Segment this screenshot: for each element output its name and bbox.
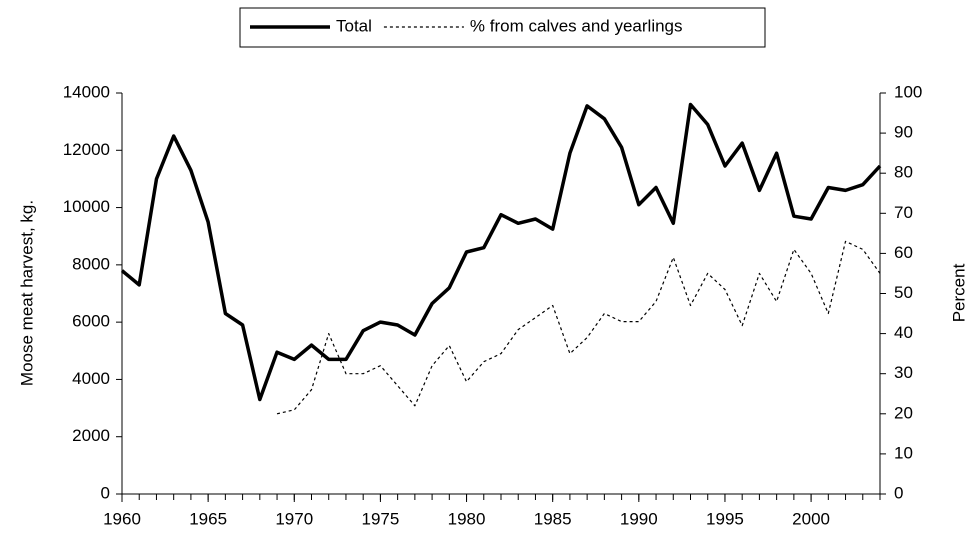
y2-tick-label: 30 xyxy=(894,363,913,382)
x-tick-label: 2000 xyxy=(792,509,830,528)
series-line xyxy=(276,240,881,415)
y-tick-label: 12000 xyxy=(63,140,110,159)
y2-tick-label: 60 xyxy=(894,243,913,262)
y2-tick-label: 20 xyxy=(894,403,913,422)
series-line xyxy=(120,102,882,402)
y-tick-label: 8000 xyxy=(72,254,110,273)
y-tick-label: 0 xyxy=(101,483,110,502)
y-tick-label: 14000 xyxy=(63,82,110,101)
x-tick-label: 1995 xyxy=(706,509,744,528)
y2-tick-label: 10 xyxy=(894,443,913,462)
y2-axis-label: Percent xyxy=(949,263,968,322)
y-tick-label: 2000 xyxy=(72,426,110,445)
x-tick-label: 1965 xyxy=(189,509,227,528)
y-axis-label: Moose meat harvest, kg. xyxy=(17,200,36,386)
legend-label: % from calves and yearlings xyxy=(470,16,683,35)
y2-tick-label: 90 xyxy=(894,123,913,142)
y-tick-label: 10000 xyxy=(63,197,110,216)
x-tick-label: 1975 xyxy=(361,509,399,528)
x-tick-label: 1960 xyxy=(103,509,141,528)
y2-tick-label: 70 xyxy=(894,203,913,222)
x-tick-label: 1985 xyxy=(534,509,572,528)
x-tick-label: 1970 xyxy=(275,509,313,528)
y2-tick-label: 50 xyxy=(894,283,913,302)
y-tick-label: 4000 xyxy=(72,369,110,388)
x-tick-label: 1990 xyxy=(620,509,658,528)
y2-tick-label: 100 xyxy=(894,82,922,101)
x-tick-label: 1980 xyxy=(448,509,486,528)
y-tick-label: 6000 xyxy=(72,312,110,331)
y2-tick-label: 40 xyxy=(894,323,913,342)
legend-label: Total xyxy=(336,16,372,35)
y2-tick-label: 80 xyxy=(894,163,913,182)
y2-tick-label: 0 xyxy=(894,483,903,502)
